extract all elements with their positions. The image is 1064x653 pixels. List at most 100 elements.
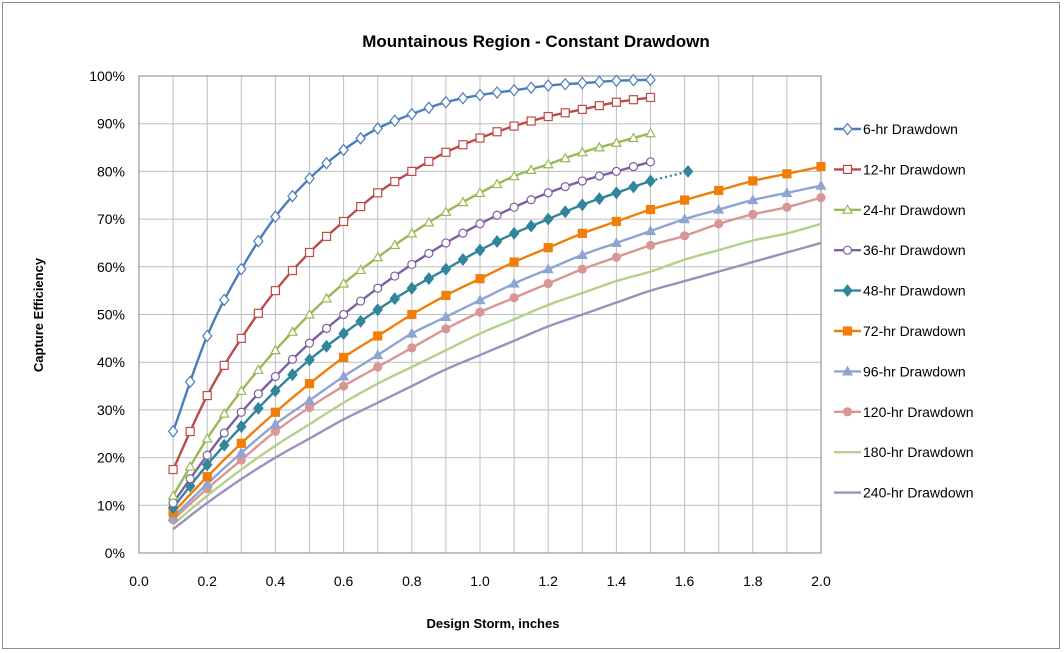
data-point (611, 216, 622, 227)
data-point (321, 339, 332, 353)
series-line (172, 165, 822, 514)
legend-label: 240-hr Drawdown (863, 485, 974, 501)
data-point (542, 79, 554, 92)
legend-label: 36-hr Drawdown (863, 242, 966, 258)
data-point (560, 108, 570, 118)
data-point (682, 164, 694, 178)
x-tick-label: 1.2 (538, 573, 558, 589)
data-point (372, 122, 383, 135)
data-point (355, 264, 367, 275)
data-point (440, 95, 452, 109)
data-point (816, 162, 826, 172)
data-point (441, 238, 451, 248)
data-point (424, 156, 434, 167)
data-point (492, 127, 502, 137)
data-point (842, 122, 853, 136)
data-point (577, 176, 587, 186)
data-point (509, 202, 519, 212)
data-point (782, 202, 792, 212)
data-point (842, 164, 853, 174)
y-tick-label: 40% (97, 354, 125, 370)
data-point (235, 447, 247, 457)
data-point (321, 156, 332, 170)
y-tick-label: 100% (89, 68, 125, 84)
data-point (407, 259, 417, 270)
data-point (644, 225, 657, 236)
data-point (219, 428, 229, 438)
legend-label: 48-hr Drawdown (863, 283, 966, 299)
x-tick-label: 1.8 (743, 573, 763, 589)
data-point (236, 455, 246, 465)
series-lines (167, 73, 827, 531)
legend-item: 6-hr Drawdown (834, 121, 958, 137)
data-point (714, 185, 724, 196)
data-point (543, 243, 553, 253)
data-point (356, 201, 366, 212)
data-point (407, 166, 417, 176)
x-tick-labels: 0.0 0.2 0.4 0.6 0.8 1.0 1.2 1.4 1.6 1.8 2.0 (129, 573, 831, 589)
y-tick-label: 70% (97, 211, 125, 227)
data-point (339, 309, 349, 320)
data-point (474, 187, 486, 197)
legend-item: 240-hr Drawdown (834, 485, 974, 501)
data-point (577, 76, 588, 90)
data-point (508, 277, 520, 288)
x-tick-label: 0.6 (334, 573, 354, 589)
data-point (543, 188, 553, 198)
data-point (628, 162, 639, 172)
data-point (508, 170, 520, 181)
x-tick-label: 2.0 (811, 573, 831, 589)
data-point (202, 450, 212, 460)
legend-label: 120-hr Drawdown (863, 404, 974, 420)
data-point (645, 73, 656, 87)
data-point (440, 206, 452, 217)
data-point (202, 472, 212, 482)
data-point (491, 235, 503, 248)
y-tick-label: 60% (97, 259, 125, 275)
data-point (509, 293, 519, 303)
data-point (185, 426, 195, 437)
data-point (611, 252, 622, 262)
data-point (219, 360, 229, 370)
data-point (304, 402, 315, 413)
data-point (611, 166, 622, 176)
data-point (593, 141, 605, 152)
data-point (594, 101, 604, 111)
y-tick-label: 10% (97, 497, 125, 513)
data-point (509, 257, 519, 267)
series-180-hr-drawdown (172, 222, 822, 526)
series-96-hr-drawdown (167, 179, 827, 522)
data-point (679, 195, 690, 205)
series-line (172, 222, 822, 526)
data-point (373, 331, 383, 341)
data-point (474, 243, 486, 257)
data-point (474, 294, 486, 305)
legend-label: 72-hr Drawdown (863, 323, 966, 339)
data-point (475, 219, 485, 229)
series-6-hr-drawdown (167, 73, 656, 438)
data-point (610, 137, 622, 147)
data-point (492, 210, 502, 220)
data-point (338, 327, 349, 341)
data-point (815, 179, 827, 190)
data-point (338, 143, 349, 157)
legend-label: 24-hr Drawdown (863, 202, 966, 218)
data-point (406, 227, 418, 238)
data-point (303, 394, 316, 405)
data-point (339, 352, 349, 363)
legend-item: 180-hr Drawdown (834, 444, 974, 460)
data-point (841, 204, 854, 214)
data-point (235, 385, 247, 395)
data-point (816, 193, 826, 203)
data-point (782, 169, 792, 179)
data-point (594, 171, 604, 181)
data-point (355, 131, 366, 145)
series-line (172, 196, 822, 521)
data-point (559, 205, 571, 219)
data-point (423, 216, 435, 227)
data-point (253, 234, 264, 248)
data-point (841, 365, 854, 376)
legend-item: 120-hr Drawdown (834, 404, 974, 420)
data-point (842, 245, 853, 255)
data-point (253, 389, 263, 399)
